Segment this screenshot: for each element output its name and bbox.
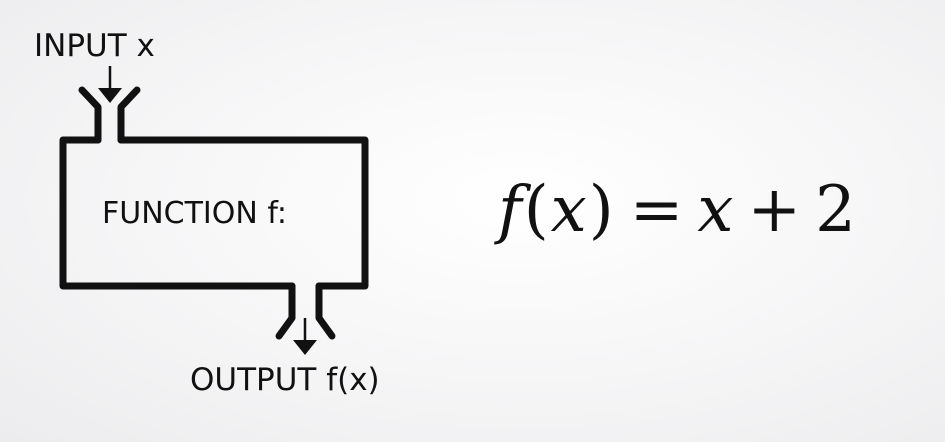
equation-equals-sign: = xyxy=(629,173,684,247)
function-equation: f(x) = x +2 xyxy=(498,178,856,242)
equation-function-name: f xyxy=(498,173,522,247)
output-label: OUTPUT f(x) xyxy=(190,362,380,398)
output-funnel xyxy=(275,282,336,340)
function-label: FUNCTION f: xyxy=(102,196,287,231)
input-funnel xyxy=(78,86,141,144)
input-label: INPUT x xyxy=(34,28,155,64)
equation-argument: x xyxy=(550,173,587,247)
equation-variable: x xyxy=(697,173,734,247)
output-arrow-head xyxy=(293,340,317,355)
input-arrow-head xyxy=(98,88,122,103)
equation-constant: 2 xyxy=(815,173,856,247)
equation-open-paren: ( xyxy=(523,173,549,247)
equation-close-paren: ) xyxy=(588,173,614,247)
function-box-outline xyxy=(59,136,369,290)
equation-plus-sign: + xyxy=(747,173,802,247)
